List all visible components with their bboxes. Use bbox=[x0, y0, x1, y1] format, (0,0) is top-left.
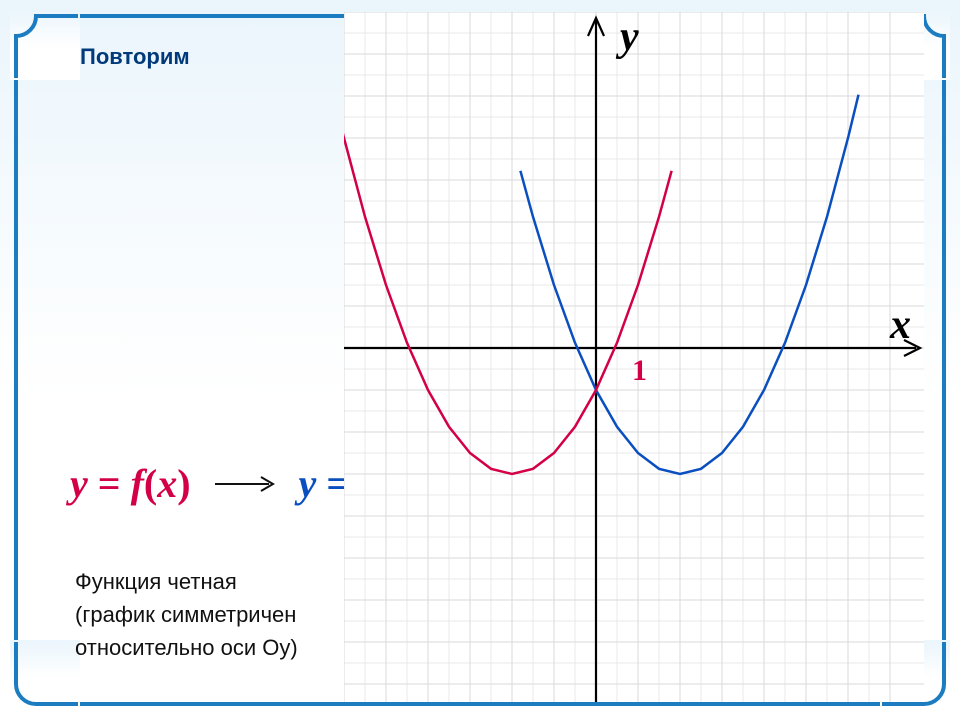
caption-line: (график симметричен bbox=[75, 598, 298, 631]
caption: Функция четная (график симметричен относ… bbox=[75, 565, 298, 664]
svg-text:1: 1 bbox=[632, 354, 647, 387]
caption-line: Функция четная bbox=[75, 565, 298, 598]
corner-top-left bbox=[10, 10, 80, 80]
svg-text:x: x bbox=[889, 302, 911, 348]
caption-line: относительно оси Оу) bbox=[75, 631, 298, 664]
chart: yx1 bbox=[344, 12, 924, 702]
corner-bottom-left bbox=[10, 640, 80, 710]
subtitle: Повторим bbox=[80, 44, 190, 70]
formula-lhs: y = f(x) bbox=[70, 460, 191, 507]
chart-svg: yx1 bbox=[344, 12, 924, 702]
arrow-icon bbox=[213, 474, 281, 494]
